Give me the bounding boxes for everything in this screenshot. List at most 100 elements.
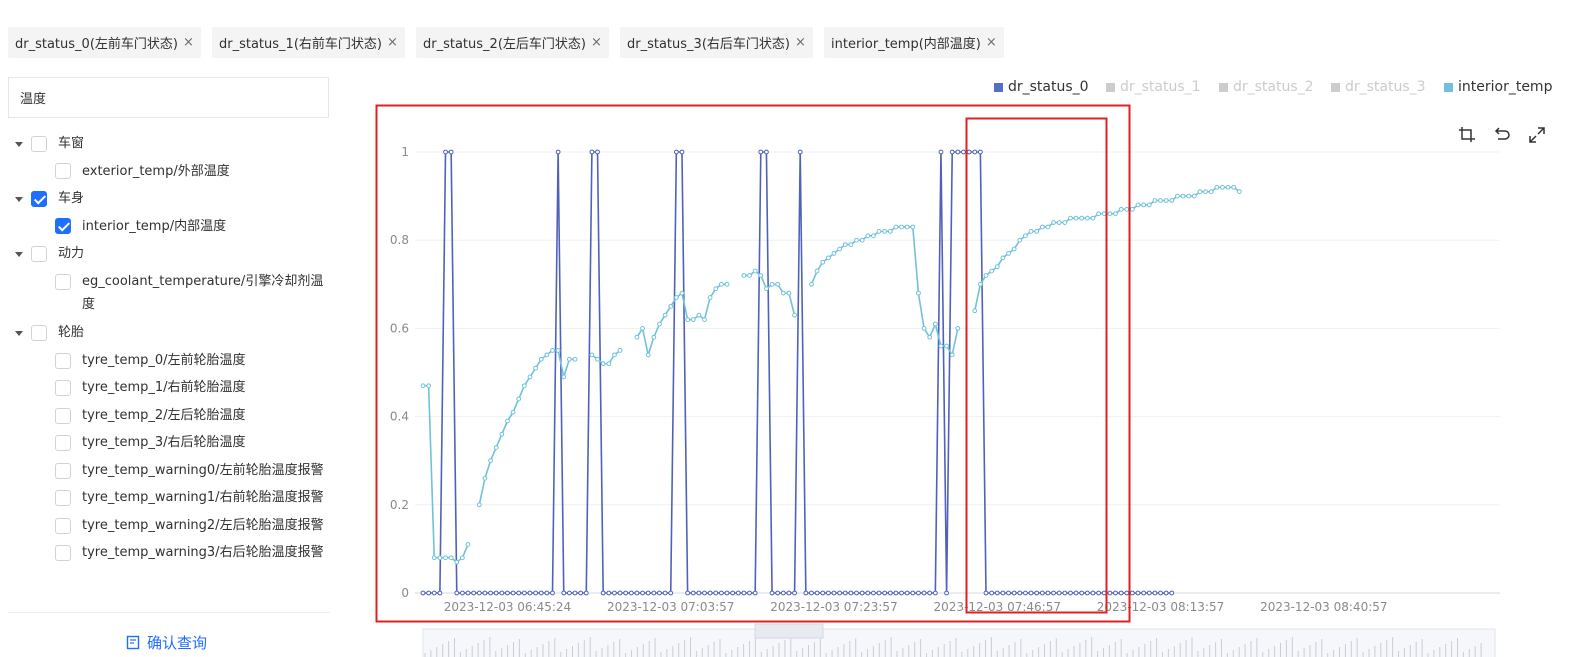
close-icon[interactable]: × — [182, 35, 194, 50]
data-point — [443, 149, 448, 155]
data-point — [1180, 193, 1186, 199]
data-point — [724, 281, 730, 287]
zoom-track — [422, 628, 1496, 657]
data-point — [566, 356, 572, 362]
legend-label: dr_status_2 — [1233, 79, 1314, 95]
caret-down-icon[interactable] — [15, 197, 23, 202]
tag-dr-status-2[interactable]: dr_status_2(左后车门状态) × — [416, 27, 609, 58]
data-point — [544, 590, 550, 596]
data-point — [865, 233, 871, 239]
data-point — [1163, 198, 1169, 203]
data-point — [1163, 590, 1169, 596]
legend-item-dr-status-1[interactable]: dr_status_1 — [1106, 79, 1201, 95]
item-checkbox-tyre-warning-2[interactable] — [55, 518, 71, 534]
data-point — [910, 224, 916, 230]
legend-item-dr-status-2[interactable]: dr_status_2 — [1219, 79, 1314, 95]
item-checkbox-tyre-warning-0[interactable] — [55, 463, 71, 479]
data-point — [662, 590, 668, 596]
data-point — [1124, 206, 1130, 212]
close-icon[interactable]: × — [794, 35, 806, 50]
data-point — [640, 326, 645, 331]
data-point — [1056, 220, 1062, 225]
data-point — [578, 590, 584, 596]
close-icon[interactable]: × — [590, 35, 602, 50]
caret-down-icon[interactable] — [15, 331, 23, 336]
data-point — [944, 343, 949, 349]
data-point — [938, 149, 944, 155]
data-point — [527, 590, 533, 596]
data-point — [679, 149, 685, 155]
tag-dr-status-1[interactable]: dr_status_1(右前车门状态) × — [212, 27, 405, 58]
data-point — [1175, 193, 1180, 199]
data-point — [842, 590, 848, 596]
data-point — [1169, 198, 1175, 203]
data-point — [1023, 233, 1028, 239]
data-point — [1017, 590, 1023, 596]
data-point — [752, 268, 758, 274]
data-point — [555, 348, 561, 353]
data-point — [1225, 184, 1231, 190]
data-point — [1152, 198, 1158, 203]
data-point — [797, 149, 803, 155]
data-point — [533, 365, 538, 371]
close-icon[interactable]: × — [386, 35, 398, 50]
data-point — [1169, 590, 1175, 596]
data-point — [566, 590, 572, 596]
confirm-query-button[interactable]: 确认查询 — [126, 632, 207, 653]
grid — [415, 151, 1500, 594]
crop-icon[interactable] — [1458, 126, 1476, 144]
data-point — [792, 590, 797, 596]
data-point — [1231, 184, 1237, 190]
data-point — [831, 590, 837, 596]
tag-dr-status-0[interactable]: dr_status_0(左前车门状态) × — [8, 27, 201, 58]
search-input[interactable] — [8, 77, 329, 118]
data-point — [488, 590, 493, 596]
item-checkbox-tyre-temp-3[interactable] — [55, 435, 71, 451]
tag-dr-status-3[interactable]: dr_status_3(右后车门状态) × — [620, 27, 813, 58]
series-interior-temp — [420, 184, 1242, 565]
data-point — [606, 590, 612, 596]
item-checkbox-tyre-temp-1[interactable] — [55, 380, 71, 396]
item-checkbox-coolant[interactable] — [55, 274, 71, 290]
data-point — [961, 149, 966, 155]
data-point — [533, 590, 538, 596]
undo-icon[interactable] — [1493, 126, 1511, 144]
group-checkbox-tyre[interactable] — [31, 325, 47, 341]
x-tick-label: 2023-12-03 08:13:57 — [1097, 600, 1224, 614]
legend-item-interior-temp[interactable]: interior_temp — [1444, 79, 1552, 95]
zoom-handle — [754, 623, 824, 639]
data-point — [645, 352, 651, 358]
y-axis-labels: 0 0.2 0.4 0.6 0.8 1 — [390, 145, 409, 600]
group-checkbox-body[interactable] — [31, 191, 47, 207]
item-checkbox-tyre-temp-2[interactable] — [55, 408, 71, 424]
legend-item-dr-status-3[interactable]: dr_status_3 — [1331, 79, 1426, 95]
tag-interior-temp[interactable]: interior_temp(内部温度) × — [824, 27, 1004, 58]
x-tick-label: 2023-12-03 07:46:57 — [934, 600, 1061, 614]
x-tick-label: 2023-12-03 07:23:57 — [770, 600, 897, 614]
item-checkbox-tyre-warning-1[interactable] — [55, 490, 71, 506]
data-point — [876, 590, 882, 596]
data-point — [516, 396, 522, 402]
data-point — [803, 590, 809, 596]
fullscreen-icon[interactable] — [1528, 126, 1546, 144]
group-checkbox-power[interactable] — [31, 246, 47, 262]
data-point — [1084, 215, 1090, 221]
data-point — [1124, 590, 1130, 596]
legend-swatch — [1106, 82, 1115, 92]
legend-item-dr-status-0[interactable]: dr_status_0 — [994, 79, 1089, 95]
caret-down-icon[interactable] — [15, 142, 23, 147]
item-checkbox-tyre-warning-3[interactable] — [55, 545, 71, 561]
data-point — [775, 590, 781, 596]
data-point — [1090, 590, 1096, 596]
group-checkbox-window[interactable] — [31, 136, 47, 152]
close-icon[interactable]: × — [985, 35, 997, 50]
data-point — [809, 590, 814, 596]
caret-down-icon[interactable] — [15, 252, 23, 257]
data-point — [612, 352, 617, 358]
item-checkbox-exterior-temp[interactable] — [55, 163, 71, 179]
data-point — [741, 590, 747, 596]
data-point — [1191, 193, 1197, 199]
data-point — [887, 590, 893, 596]
item-checkbox-tyre-temp-0[interactable] — [55, 353, 71, 369]
item-checkbox-interior-temp[interactable] — [55, 218, 71, 234]
